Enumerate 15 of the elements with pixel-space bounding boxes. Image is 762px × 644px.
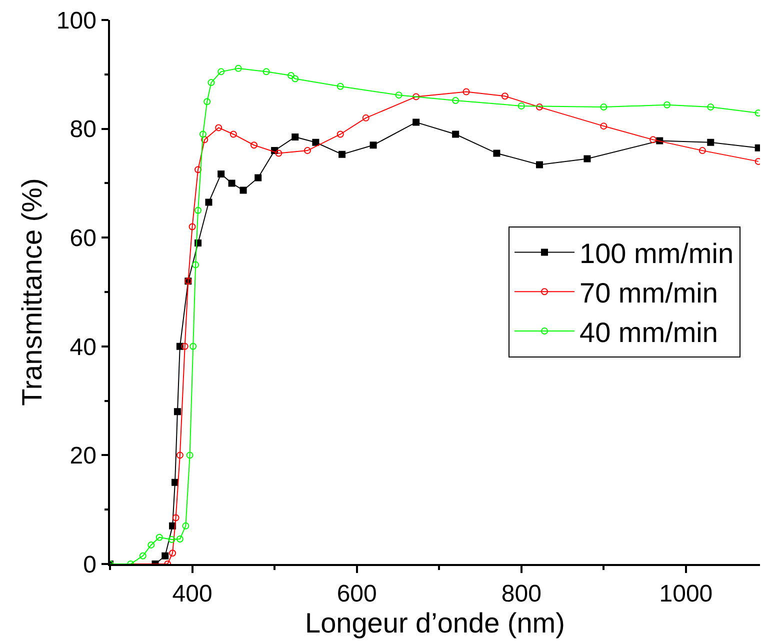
legend-label: 100 mm/min — [580, 238, 734, 270]
y-tick-label: 0 — [83, 551, 96, 578]
x-tick-label: 600 — [336, 580, 377, 608]
x-tick-label: 1000 — [659, 580, 713, 608]
x-axis-title: Longeur d’onde (nm) — [305, 608, 565, 639]
y-axis-title: Transmittance (%) — [16, 178, 48, 406]
y-tick-label: 80 — [70, 116, 96, 144]
y-tick-label: 40 — [70, 334, 96, 361]
y-tick-label: 60 — [70, 225, 96, 252]
x-tick-label: 400 — [172, 580, 212, 608]
y-tick-label: 20 — [70, 442, 96, 470]
legend-label: 40 mm/min — [580, 316, 718, 348]
y-tick-label: 100 — [56, 7, 96, 34]
x-tick-label: 800 — [501, 580, 542, 608]
legend-label: 70 mm/min — [580, 278, 718, 309]
